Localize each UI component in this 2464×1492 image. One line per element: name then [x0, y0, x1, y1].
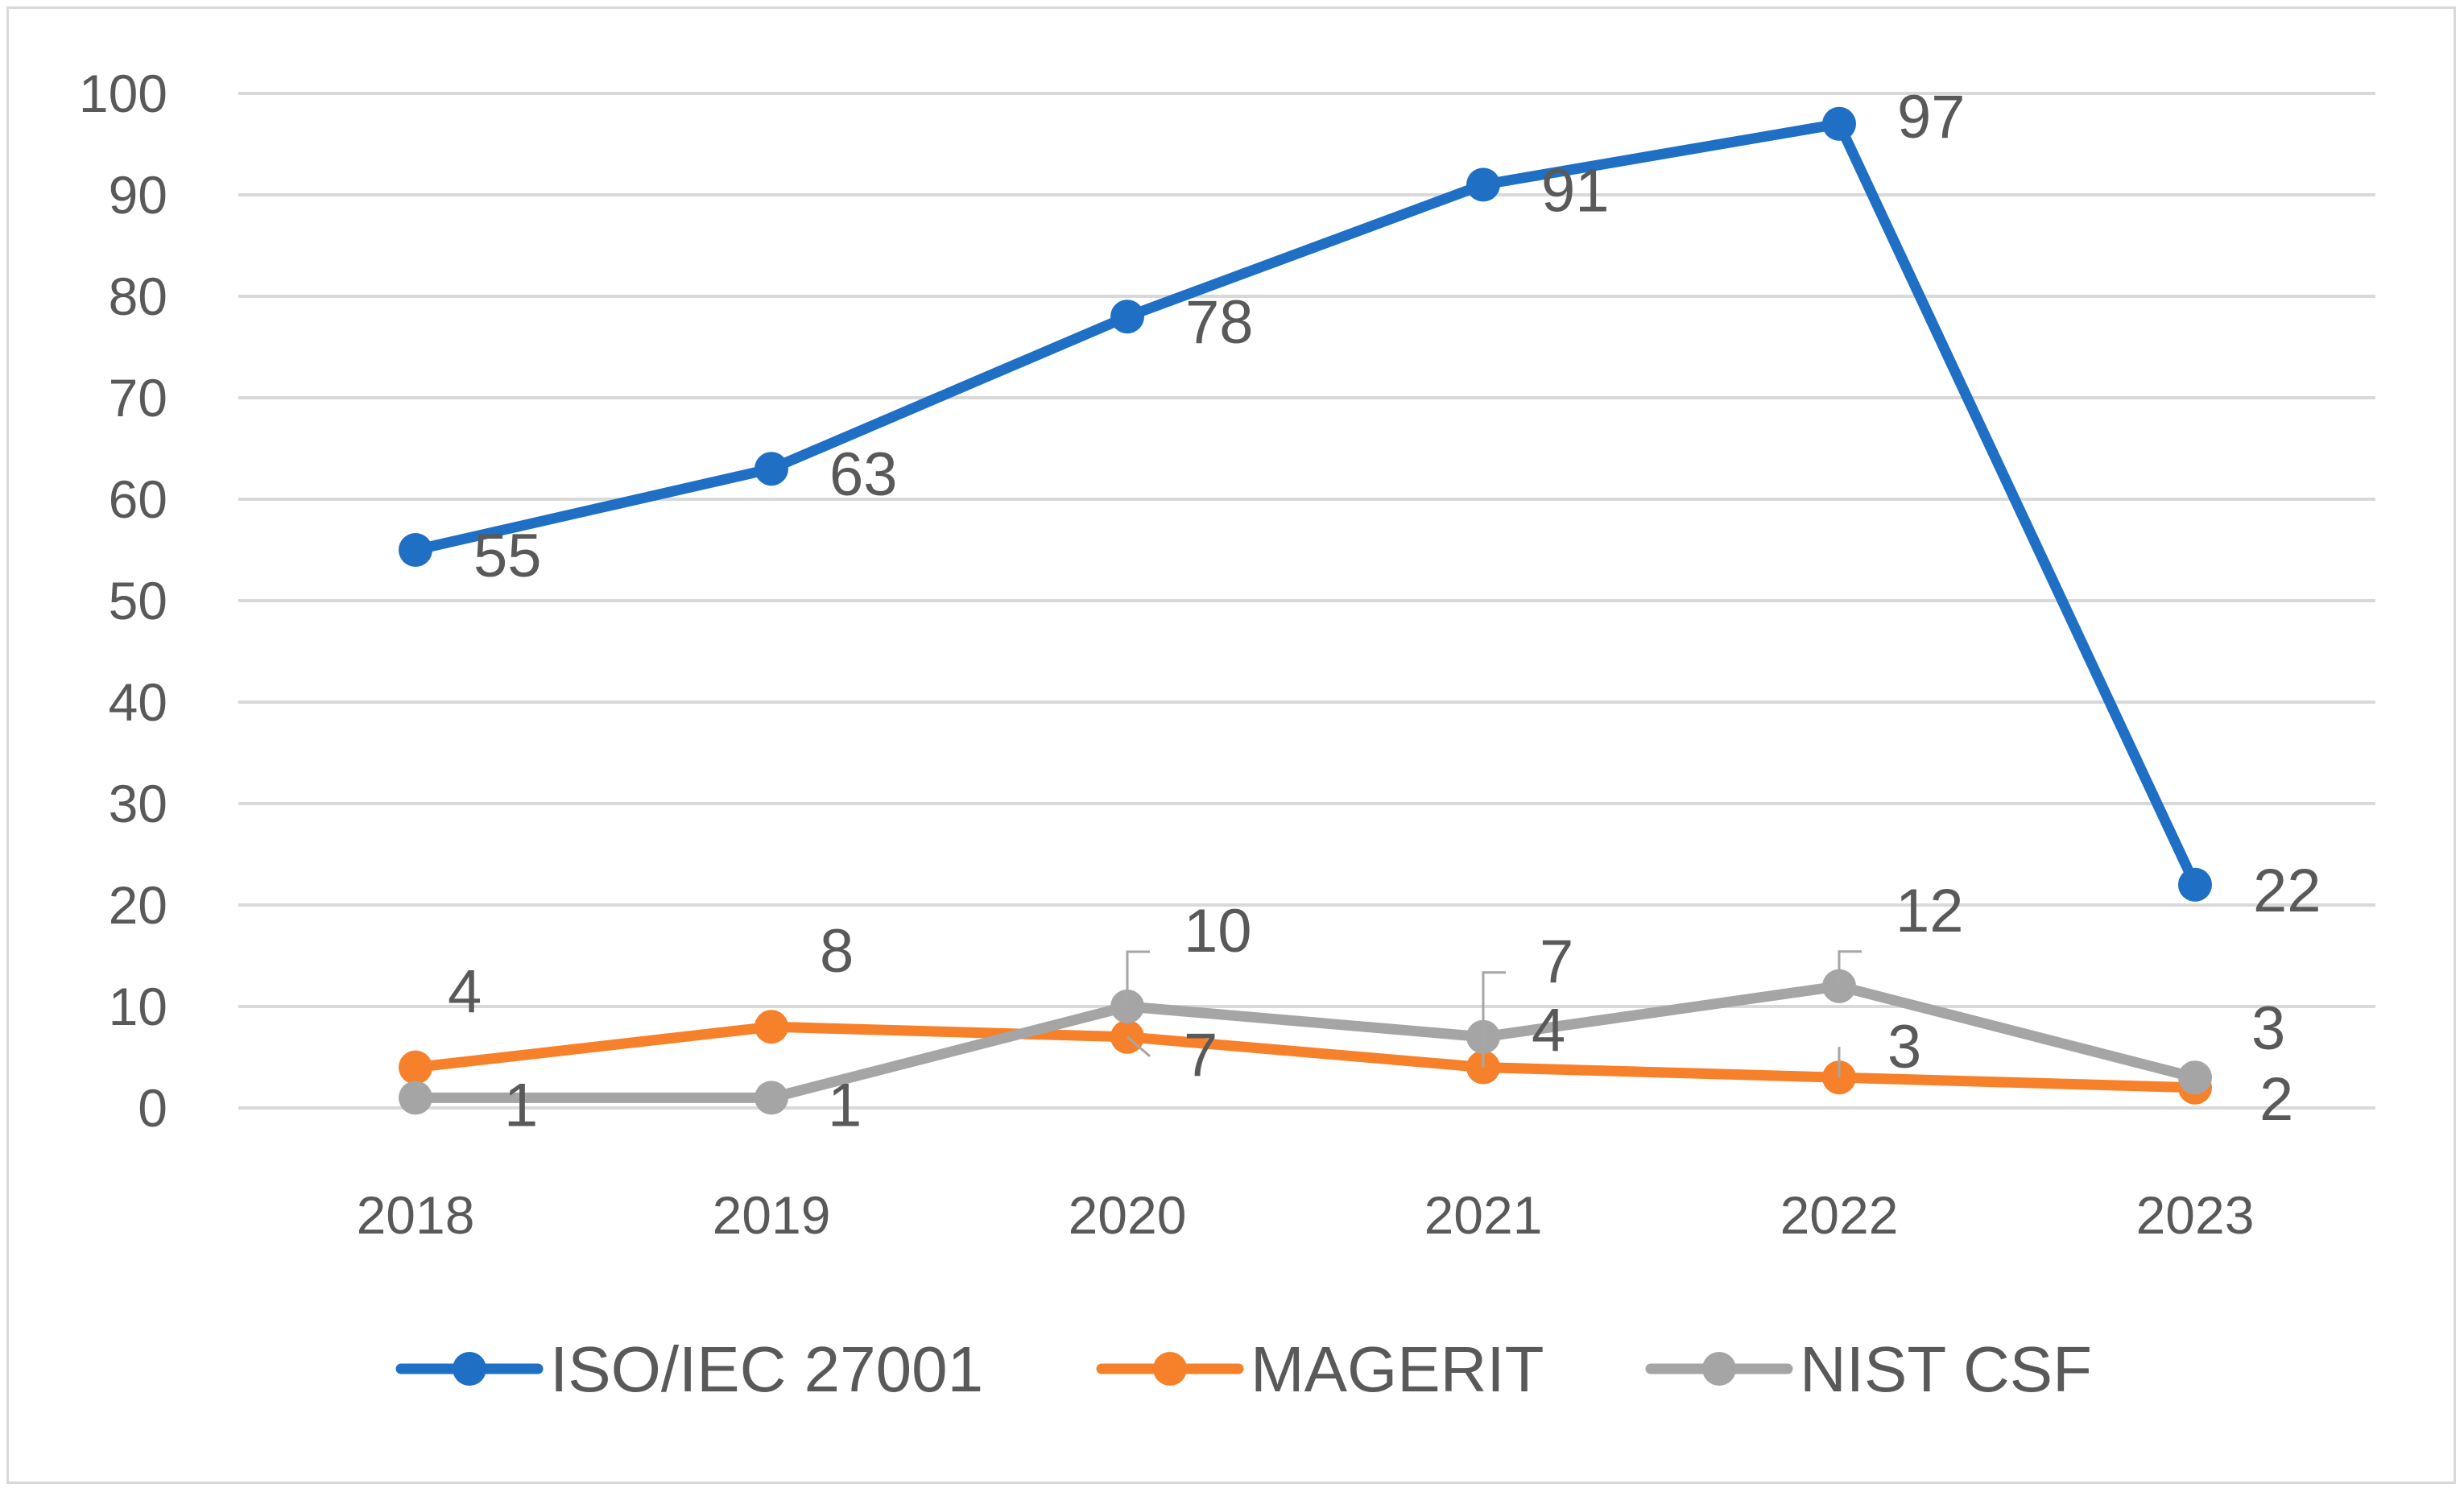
data-point	[399, 1081, 432, 1115]
data-label: 7	[1540, 928, 1573, 996]
y-tick-label: 90	[109, 165, 167, 225]
data-label: 10	[1184, 897, 1252, 965]
legend-label: MAGERIT	[1251, 1333, 1544, 1405]
data-label: 97	[1897, 83, 1966, 151]
x-tick-label: 2023	[2136, 1185, 2255, 1245]
y-tick-label: 0	[138, 1078, 167, 1138]
series-line	[410, 118, 2201, 891]
data-label: 63	[829, 440, 898, 509]
data-label: 91	[1541, 156, 1610, 225]
x-tick-label: 2020	[1069, 1185, 1187, 1245]
data-label: 22	[2253, 857, 2321, 925]
leader-line	[1482, 971, 1506, 1037]
leader-line	[1126, 950, 1150, 1006]
legend-label: NIST CSF	[1800, 1333, 2092, 1405]
y-tick-label: 30	[109, 774, 167, 833]
legend-marker	[1153, 1352, 1187, 1386]
data-label: 4	[1532, 997, 1565, 1065]
data-point	[1110, 300, 1144, 334]
data-label: 55	[473, 522, 542, 590]
data-point	[754, 1010, 788, 1044]
legend-label: ISO/IEC 27001	[550, 1333, 983, 1405]
data-point	[754, 452, 788, 486]
chart-frame	[6, 6, 2456, 1484]
data-label: 3	[1887, 1013, 1921, 1081]
series-line	[410, 1021, 2201, 1093]
data-label: 8	[820, 917, 854, 986]
series-line	[410, 981, 2201, 1103]
leader-line	[1127, 1035, 1151, 1057]
leader-line	[1838, 950, 1862, 986]
data-label: 7	[1184, 1021, 1218, 1089]
data-point	[1466, 167, 1500, 202]
y-tick-label: 50	[109, 571, 167, 630]
x-tick-label: 2018	[357, 1185, 475, 1245]
legend-marker	[1702, 1352, 1736, 1386]
data-label: 12	[1896, 877, 1964, 945]
data-point	[399, 533, 432, 567]
data-label: 2	[2259, 1065, 2293, 1134]
data-point	[2178, 867, 2212, 902]
y-tick-label: 60	[109, 469, 167, 529]
x-tick-label: 2022	[1780, 1185, 1899, 1245]
series-group	[399, 106, 2212, 1115]
y-tick-label: 70	[109, 368, 167, 428]
legend-marker	[453, 1352, 486, 1386]
data-label: 4	[448, 958, 482, 1027]
y-axis-ticks: 0 10 20 30 40 50 60 70 80 90 100	[79, 64, 167, 1138]
data-label: 78	[1185, 288, 1254, 357]
data-point	[2178, 1060, 2212, 1095]
legend: ISO/IEC 27001 MAGERIT NIST CSF	[395, 1333, 2092, 1405]
y-tick-label: 20	[109, 875, 167, 935]
data-point	[1822, 106, 1856, 141]
y-tick-label: 100	[79, 64, 167, 123]
data-label: 1	[504, 1071, 538, 1139]
y-tick-label: 80	[109, 267, 167, 326]
data-label: 1	[828, 1071, 862, 1139]
y-tick-label: 10	[109, 977, 167, 1036]
x-axis-ticks: 2018 2019 2020 2021 2022 2023	[357, 1185, 2255, 1245]
y-tick-label: 40	[109, 672, 167, 732]
data-label: 3	[2251, 994, 2285, 1063]
x-tick-label: 2021	[1424, 1185, 1543, 1245]
data-point	[754, 1081, 788, 1115]
data-point	[399, 1050, 432, 1085]
x-tick-label: 2019	[713, 1185, 831, 1245]
